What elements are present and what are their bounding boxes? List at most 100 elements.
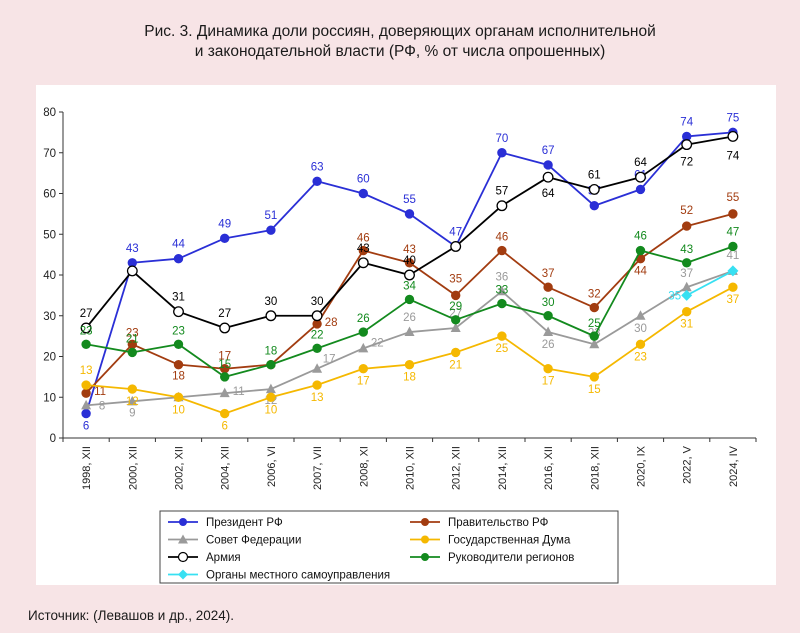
series-line-segment [455, 249, 503, 297]
data-label: 13 [311, 392, 324, 404]
x-tick-label: 2000, XII [127, 446, 139, 490]
series-line-segment [132, 343, 179, 354]
series-line-segment [547, 286, 595, 309]
data-point [80, 322, 92, 334]
data-point [589, 372, 599, 382]
data-label: 51 [265, 210, 278, 222]
series-line-segment [178, 310, 225, 329]
data-label: 21 [449, 359, 462, 371]
data-label: 43 [357, 243, 370, 255]
series-line-segment [501, 290, 549, 333]
data-label: 10 [265, 404, 278, 416]
data-point [450, 241, 462, 252]
data-point [635, 184, 646, 195]
data-point [543, 160, 553, 170]
data-label: 23 [634, 351, 647, 363]
data-point [220, 233, 230, 244]
series-line-segment [594, 188, 641, 207]
data-point [220, 372, 230, 382]
data-label: 23 [80, 325, 93, 337]
data-point [173, 306, 184, 318]
data-point [543, 364, 553, 374]
data-point [635, 171, 646, 183]
data-label: 46 [357, 233, 370, 245]
x-tick-label: 2018, XII [589, 446, 601, 490]
series-line-segment [85, 343, 133, 354]
series-line-segment [686, 270, 734, 297]
legend-box [159, 510, 619, 584]
series-line-segment [409, 351, 456, 366]
data-label: 49 [218, 218, 231, 230]
series-line-segment [639, 310, 688, 346]
data-point [266, 225, 276, 235]
data-label: 55 [403, 194, 416, 206]
y-tick-label: 10 [43, 392, 56, 404]
data-point [266, 392, 276, 402]
series-line-segment [224, 229, 272, 240]
x-tick-label: 2014, XII [497, 446, 509, 490]
data-point [727, 131, 739, 142]
series-line-segment [547, 164, 595, 207]
series-line-segment [132, 396, 179, 403]
legend-marker [178, 569, 188, 580]
data-label: 23 [172, 325, 185, 337]
data-label: 34 [403, 280, 416, 292]
series-line-segment [316, 250, 365, 325]
series-line-segment [270, 323, 318, 366]
series-line-segment [177, 343, 226, 378]
data-label: 64 [634, 157, 647, 169]
data-label: 43 [403, 244, 416, 256]
series-line-segment [270, 180, 318, 231]
data-point [81, 408, 91, 419]
data-point [681, 139, 693, 151]
series-line-segment [547, 176, 595, 191]
data-label: 46 [634, 231, 647, 243]
series-line-segment [686, 286, 734, 313]
data-label: 70 [496, 133, 509, 145]
data-point [727, 265, 739, 277]
data-point [173, 339, 184, 349]
data-label: 25 [496, 343, 509, 355]
data-point [451, 290, 461, 301]
data-point [635, 310, 646, 320]
series-line-segment [455, 335, 503, 354]
data-label: 6 [83, 421, 89, 433]
data-point [311, 310, 323, 322]
data-label: 22 [311, 329, 324, 341]
data-point [496, 200, 508, 212]
chart-area: 0 10 20 30 40 50 60 70 80 1998, XII 2000, XII 2002,… [36, 85, 776, 585]
data-point [358, 188, 368, 199]
series-2: 89111217222627362623303741 [81, 250, 739, 419]
chart-title-line-1: Рис. 3. Динамика доли россиян, доверяющи… [144, 23, 656, 40]
legend-label: Органы местного самоуправления [206, 570, 390, 582]
series-line-segment [501, 335, 549, 370]
data-label: 55 [727, 192, 740, 204]
data-label: 63 [311, 161, 324, 173]
series-line-segment [178, 392, 225, 399]
series-line-segment [85, 262, 134, 414]
data-point [173, 392, 184, 402]
data-point [404, 326, 415, 337]
data-point [312, 380, 322, 390]
series-line-segment [593, 314, 641, 346]
data-label: 61 [588, 169, 601, 181]
legend-label: Президент РФ [206, 517, 283, 529]
data-point [589, 201, 599, 211]
data-point [404, 294, 415, 305]
data-point [404, 209, 415, 219]
series-line-segment [501, 249, 549, 288]
series-line-segment [86, 384, 133, 390]
data-label: 18 [403, 372, 416, 384]
x-tick-label: 2010, XII [405, 446, 417, 490]
data-point [543, 326, 554, 337]
series-line-segment [409, 245, 457, 276]
series-line-segment [640, 249, 687, 264]
data-label: 26 [542, 339, 555, 351]
series-line-segment [455, 205, 503, 248]
data-label: 30 [542, 297, 555, 309]
y-tick-label: 40 [43, 270, 56, 282]
data-label: 28 [325, 317, 338, 329]
data-point [450, 322, 461, 332]
series-line-segment [547, 331, 595, 346]
